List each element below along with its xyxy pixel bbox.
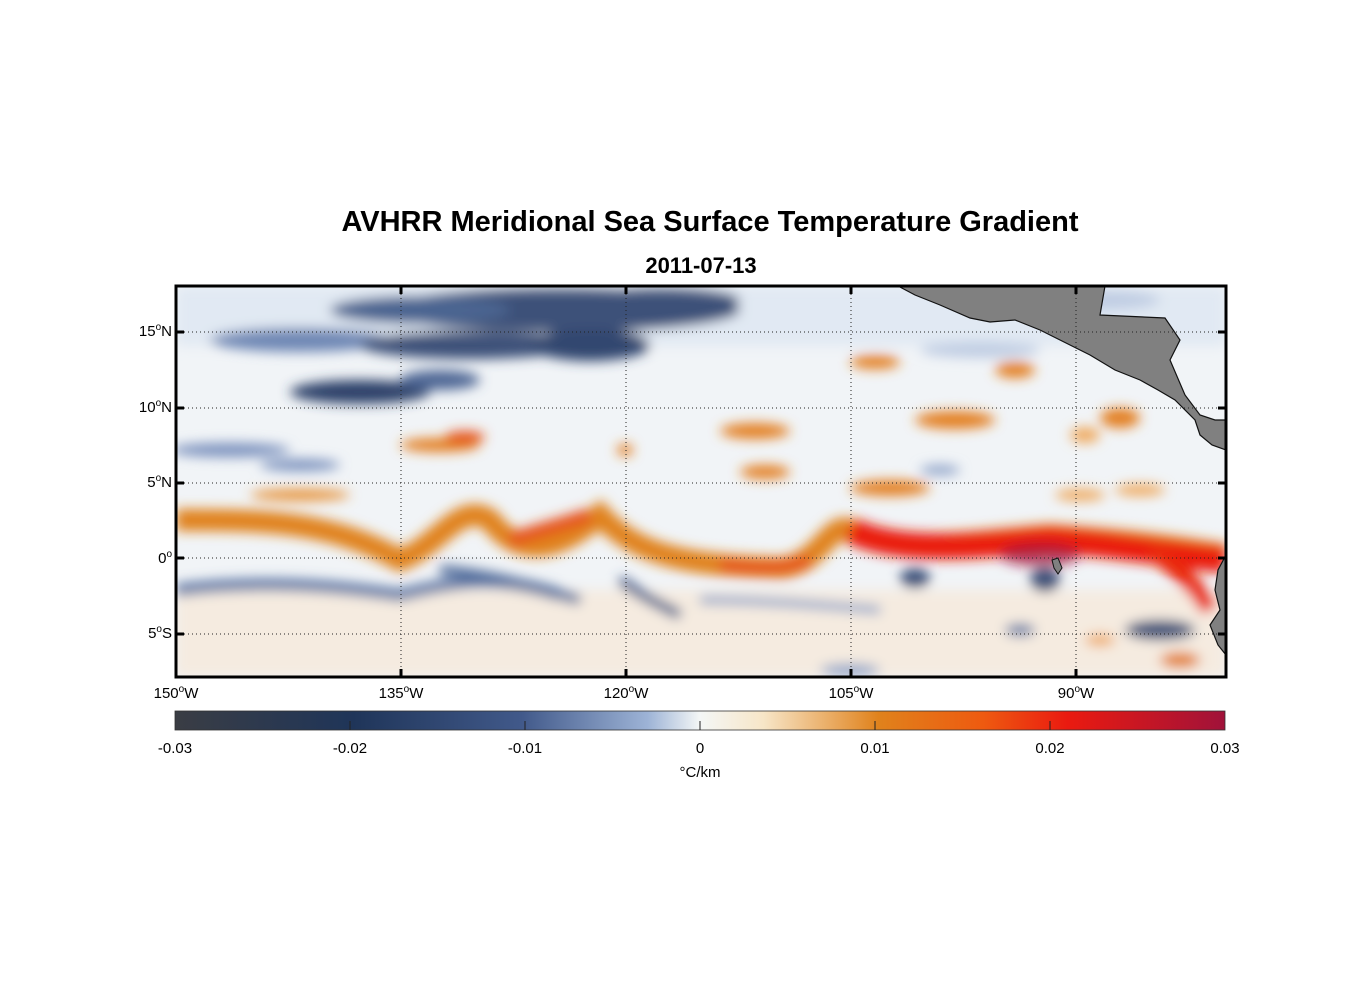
colorbar-tick-label: 0.01 <box>860 740 890 757</box>
lat-label-10n: 10oN <box>138 398 172 416</box>
lon-label-120w: 120oW <box>603 684 649 702</box>
lon-label-90w: 90oW <box>1057 684 1095 702</box>
lon-label-150w: 150oW <box>153 684 199 702</box>
lat-label-5s: 5oS <box>148 624 172 642</box>
colorbar-tick-label: -0.03 <box>157 740 193 757</box>
map-date: 2011-07-13 <box>645 253 757 278</box>
colorbar-tick-label: 0.03 <box>1210 740 1240 757</box>
lat-label-15n: 15oN <box>138 322 172 340</box>
map-title: AVHRR Meridional Sea Surface Temperature… <box>341 206 1079 238</box>
colorbar-tick-label: -0.01 <box>507 740 543 757</box>
colorbar-units: °C/km <box>679 764 721 781</box>
lon-label-135w: 135oW <box>378 684 424 702</box>
central-america-land <box>897 286 1226 451</box>
colorbar-tick-label: 0.02 <box>1035 740 1065 757</box>
lon-label-105w: 105oW <box>828 684 874 702</box>
colorbar-tick-label: 0 <box>695 740 705 757</box>
lat-label-0: 0o <box>158 549 172 567</box>
colorbar-tick-label: -0.02 <box>332 740 368 757</box>
graticule <box>176 286 1226 677</box>
lat-label-5n: 5oN <box>147 473 172 491</box>
sst-gradient-field <box>176 286 1226 677</box>
